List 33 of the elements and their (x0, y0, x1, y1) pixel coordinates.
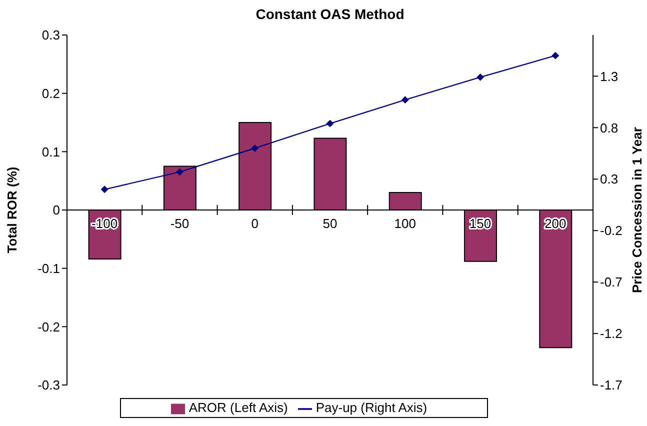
x-tick-label: 100 (394, 216, 416, 231)
x-tick-label: -100 (92, 216, 118, 231)
chart-title: Constant OAS Method (254, 6, 406, 22)
y-tick-label: 0.3 (42, 28, 60, 43)
point (552, 52, 559, 60)
point (176, 168, 184, 176)
x-tick-label: -50 (170, 216, 190, 231)
y-tick-label: -0.3 (38, 378, 60, 393)
point (101, 186, 108, 193)
x-tick-label: 0 (251, 216, 258, 231)
y-axis-title: Total ROR (%) (4, 166, 20, 254)
y2-tick-label: 0.8 (600, 120, 618, 136)
y2-axis-title: Price Concession in 1 Year (630, 127, 645, 293)
x-tick-label: 200 (544, 216, 566, 231)
y2-tick-label: -1.7 (600, 378, 622, 393)
legend-label: Pay-up (Right Axis) (316, 400, 428, 415)
y-tick-label: -0.1 (38, 260, 60, 276)
legend-label: AROR (Left Axis) (188, 400, 288, 415)
y2-tick-label: -1.2 (600, 326, 622, 342)
y2-tick-label: -0.7 (600, 274, 622, 290)
y2-tick-label: 1.3 (600, 68, 618, 84)
point (251, 144, 258, 152)
y-tick-label: 0.1 (42, 144, 60, 160)
y-tick-label: -0.2 (38, 319, 60, 334)
y2-tick-label: -0.2 (600, 223, 622, 238)
point (476, 74, 484, 81)
point (402, 96, 409, 104)
point (326, 120, 334, 128)
y-tick-label: 0 (52, 202, 60, 218)
y-tick-label: 0.2 (42, 86, 60, 101)
y2-tick-label: 0.3 (600, 172, 618, 187)
x-tick-label: 150 (469, 216, 492, 231)
x-tick-label: 50 (322, 216, 338, 231)
